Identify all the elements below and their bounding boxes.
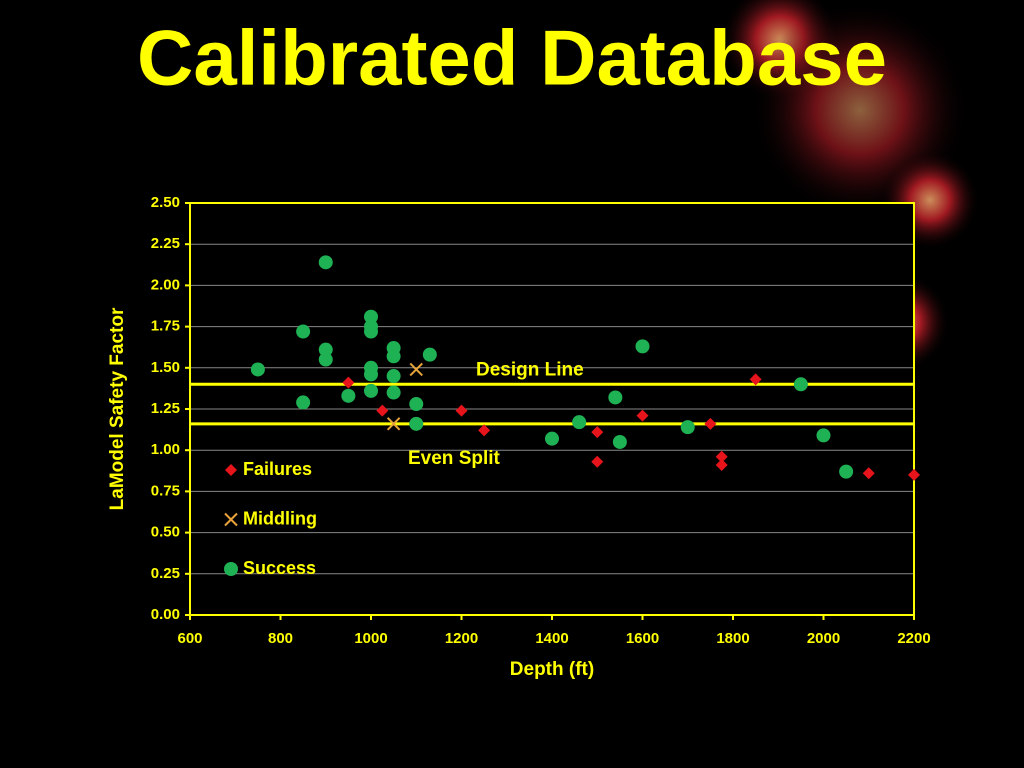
point: [318, 352, 333, 367]
y-tick-label: 1.75: [151, 318, 180, 335]
point: [250, 362, 265, 377]
point: [636, 409, 649, 422]
x-tick-label: 800: [268, 630, 293, 647]
legend-label: Middling: [243, 508, 317, 528]
y-tick-label: 1.00: [151, 441, 180, 458]
y-tick-label: 0.75: [151, 482, 180, 499]
point: [635, 339, 650, 354]
y-tick-label: 2.25: [151, 235, 180, 252]
point: [545, 431, 559, 446]
reference-label: Design Line: [476, 359, 584, 380]
point: [386, 349, 401, 364]
point: [409, 397, 424, 412]
point: [591, 426, 604, 439]
legend-label: Success: [243, 558, 316, 578]
point: [364, 309, 378, 324]
x-axis-label: Depth (ft): [510, 659, 594, 680]
point: [364, 383, 378, 398]
x-tick-label: 1200: [445, 630, 478, 647]
point: [386, 369, 401, 384]
chart-title: Calibrated Database: [137, 14, 887, 102]
point: [318, 255, 333, 270]
point: [572, 415, 587, 430]
y-tick-label: 1.25: [151, 400, 180, 417]
x-tick-label: 600: [177, 630, 202, 647]
y-axis-label: LaModel Safety Factor: [107, 307, 128, 510]
point: [478, 424, 491, 437]
y-tick-label: 2.50: [151, 194, 180, 211]
legend-marker: [224, 562, 238, 576]
point: [422, 347, 437, 362]
point: [296, 324, 311, 339]
plot-border: [189, 202, 915, 616]
point: [862, 467, 875, 480]
point: [816, 428, 831, 443]
point: [386, 417, 401, 431]
point: [342, 376, 355, 389]
point: [296, 395, 311, 410]
point: [839, 464, 854, 479]
point: [908, 468, 920, 481]
y-tick-label: 2.00: [151, 276, 180, 293]
point: [715, 459, 728, 472]
point: [386, 385, 401, 400]
point: [409, 362, 423, 377]
point: [715, 450, 728, 463]
reference-label: Even Split: [408, 448, 501, 469]
x-tick-label: 2200: [897, 630, 930, 647]
point: [376, 404, 389, 417]
y-tick-label: 0.25: [151, 565, 180, 582]
point: [793, 377, 808, 392]
legend-label: Failures: [243, 459, 312, 479]
point: [612, 434, 627, 449]
point: [680, 420, 695, 435]
point: [364, 367, 378, 382]
point: [591, 455, 604, 468]
x-tick-label: 1000: [354, 630, 387, 647]
legend-marker: [224, 512, 238, 527]
x-tick-label: 1600: [626, 630, 659, 647]
point: [318, 342, 333, 357]
point: [608, 390, 623, 405]
point: [341, 388, 356, 403]
point: [749, 373, 762, 386]
point: [455, 404, 468, 417]
point: [364, 324, 378, 339]
x-tick-label: 1800: [716, 630, 749, 647]
y-tick-label: 0.00: [151, 606, 180, 623]
x-tick-label: 2000: [807, 630, 840, 647]
x-tick-label: 1400: [535, 630, 568, 647]
y-tick-label: 1.50: [151, 359, 180, 376]
point: [704, 417, 717, 430]
y-tick-label: 0.50: [151, 524, 180, 541]
legend-marker: [225, 464, 237, 476]
point: [409, 416, 424, 431]
